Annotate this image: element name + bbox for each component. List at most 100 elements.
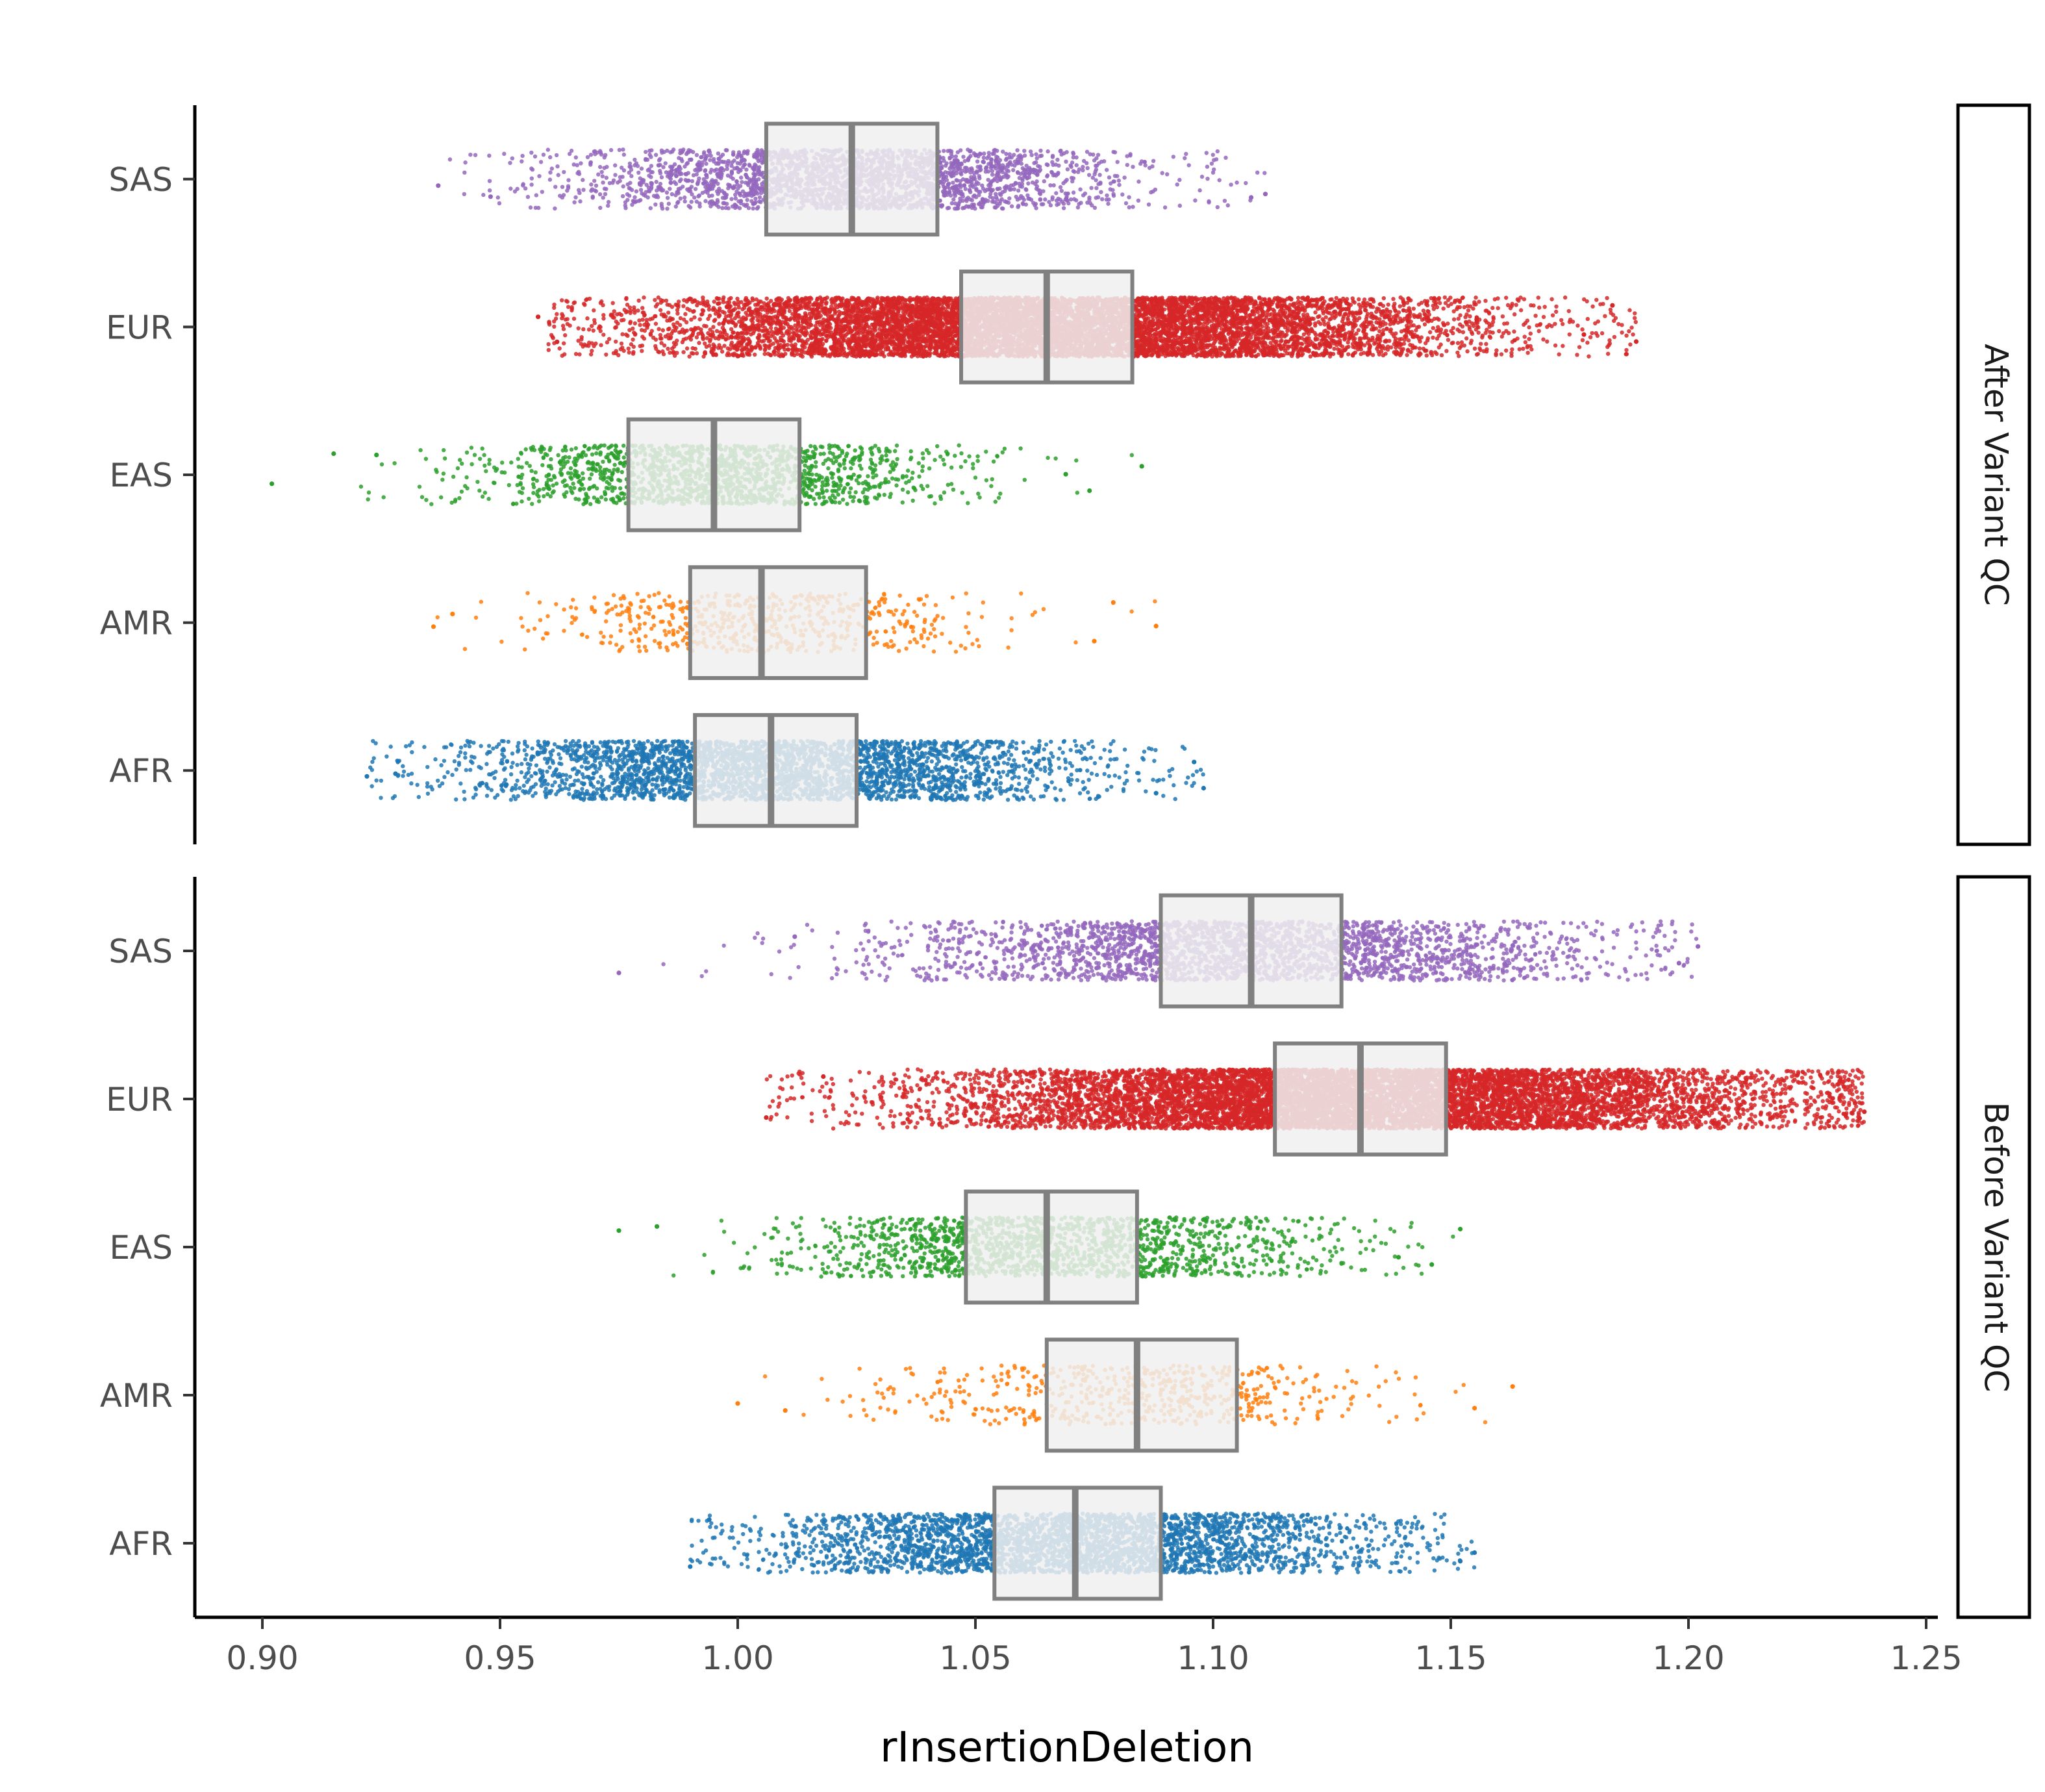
data-point (942, 193, 946, 197)
data-point (1020, 201, 1025, 206)
data-point (975, 159, 980, 164)
data-point (1214, 157, 1219, 162)
data-point (744, 168, 749, 172)
data-point (731, 152, 736, 157)
data-point (1600, 331, 1605, 336)
data-point (1223, 155, 1228, 160)
data-point (742, 157, 746, 162)
data-point (620, 175, 625, 179)
data-point (596, 172, 601, 177)
data-point (1065, 167, 1070, 171)
data-point (751, 183, 755, 188)
data-point (657, 185, 662, 190)
data-point (601, 196, 605, 200)
data-point (649, 181, 654, 186)
data-point (749, 188, 754, 193)
data-point (533, 154, 538, 159)
data-point (566, 178, 571, 183)
data-point (998, 199, 1003, 203)
data-point (1038, 148, 1043, 153)
data-point (955, 150, 960, 155)
data-point (701, 181, 706, 186)
data-point (553, 184, 558, 189)
data-point (668, 186, 672, 191)
data-point (627, 194, 632, 198)
data-point (990, 172, 995, 177)
data-point (629, 173, 634, 179)
data-point (1020, 196, 1025, 200)
data-point (1035, 179, 1039, 184)
data-point (732, 166, 737, 171)
data-point (1136, 198, 1141, 203)
data-point (598, 150, 603, 155)
data-point (657, 158, 662, 162)
data-point (677, 164, 682, 169)
data-point (1074, 155, 1079, 160)
data-point (684, 162, 689, 166)
data-point (634, 199, 638, 204)
data-point (521, 183, 525, 188)
data-point (581, 177, 585, 183)
data-point (1033, 168, 1038, 173)
data-point (995, 171, 1000, 176)
data-point (1211, 153, 1216, 157)
data-point (1262, 171, 1267, 175)
data-point (723, 194, 728, 198)
data-point (736, 186, 740, 191)
data-point (497, 201, 502, 206)
data-point (1160, 171, 1164, 175)
data-point (1537, 305, 1542, 310)
data-point (1062, 151, 1066, 156)
data-point (625, 182, 630, 187)
data-point (990, 151, 995, 156)
data-point (600, 174, 605, 179)
data-point (1029, 197, 1034, 202)
data-point (1139, 159, 1144, 164)
data-point (730, 204, 735, 208)
data-point (520, 153, 525, 158)
data-point (962, 205, 967, 210)
data-point (756, 166, 760, 171)
data-point (1577, 345, 1582, 349)
data-point (614, 319, 618, 324)
data-point (697, 163, 702, 168)
data-point (529, 150, 534, 155)
data-point (707, 188, 711, 192)
data-point (462, 192, 466, 196)
data-point (694, 153, 699, 157)
data-point (1065, 198, 1070, 203)
data-point (734, 179, 739, 184)
data-point (628, 186, 633, 191)
data-point (716, 151, 721, 156)
data-point (572, 200, 577, 205)
data-point (548, 155, 553, 160)
data-point (722, 201, 727, 205)
data-point (708, 170, 713, 175)
data-point (1585, 340, 1590, 345)
data-point (949, 201, 955, 206)
data-point (576, 170, 581, 174)
data-point (1009, 204, 1014, 208)
data-point (560, 195, 564, 200)
data-point (1428, 330, 1433, 334)
data-point (686, 178, 691, 183)
data-point (508, 186, 513, 191)
data-point (621, 184, 625, 189)
data-point (688, 157, 694, 162)
data-point (974, 186, 979, 191)
data-point (732, 158, 736, 163)
data-point (1063, 191, 1068, 196)
data-point (621, 152, 626, 157)
data-point (463, 160, 468, 165)
data-point (959, 172, 964, 177)
data-point (1590, 304, 1595, 309)
data-point (683, 312, 688, 316)
data-point (1198, 188, 1202, 193)
data-point (654, 179, 659, 184)
data-point (1004, 173, 1009, 177)
data-point (751, 179, 756, 184)
data-point (606, 203, 610, 208)
data-point (719, 174, 724, 179)
data-point (1099, 159, 1104, 164)
